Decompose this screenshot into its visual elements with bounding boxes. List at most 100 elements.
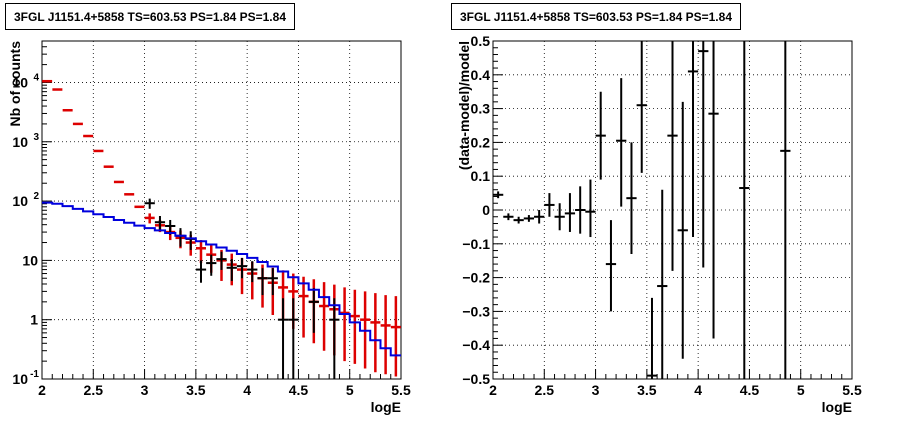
data-point [523,215,535,222]
data-point [698,41,709,268]
data-point [370,293,381,373]
data-point [780,41,791,379]
data-point [493,191,504,199]
data-point [319,282,330,351]
series-1 [144,198,340,379]
y-tick-label: 10 [12,134,28,150]
data-point [739,41,750,379]
data-point [503,213,514,221]
data-point [534,210,545,224]
data-point [677,101,688,359]
data-point [554,203,565,231]
x-tick-label: 3.5 [637,382,657,398]
x-tick-label: 4.5 [289,382,309,398]
counts-plot [41,40,402,380]
left-panel-title: 3FGL J1151.4+5858 TS=603.53 PS=1.84 PS=1… [5,3,295,30]
x-axis-title: logE [822,399,852,415]
y-tick-label: 0.1 [471,168,491,184]
data-point [308,288,319,333]
data-point [616,78,627,207]
data-point [646,297,658,379]
y-axis-title: (data-model)/model [456,41,472,170]
data-point [277,298,289,379]
right-panel-title: 3FGL J1151.4+5858 TS=603.53 PS=1.84 PS=1… [451,3,741,30]
data-point [288,298,299,379]
data-point [195,260,207,283]
x-tick-label: 2 [38,382,46,398]
x-tick-label: 4.5 [740,382,760,398]
x-tick-label: 2.5 [535,382,555,398]
y-tick-label: 10 [12,371,28,387]
x-tick-label: 3 [141,382,149,398]
data-point [144,213,155,224]
y-tick-label: −0.1 [462,236,490,252]
x-tick-label: 2 [489,382,497,398]
x-tick-label: 4 [243,382,251,398]
data-point [216,251,227,270]
y-tick-label: −0.2 [462,270,490,286]
y-tick-label: 10 [12,193,28,209]
data-point [626,142,637,254]
data-point [380,295,391,375]
data-point [667,41,678,271]
data-point [206,254,217,276]
data-point [298,276,309,338]
y-tick-exponent: 3 [33,132,39,143]
data-point [339,287,350,362]
y-tick-exponent: 2 [33,191,39,202]
y-tick-label: 0 [482,202,490,218]
y-tick-label: 0.3 [471,101,491,117]
x-tick-label: 3.5 [186,382,206,398]
data-point [144,198,155,209]
model-step-line [42,201,401,357]
data-point [195,240,206,264]
x-tick-label: 4 [694,382,702,398]
data-point [154,216,166,231]
data-point [564,193,576,232]
data-point [575,186,586,234]
plot-frame [41,40,402,380]
data-point [708,41,719,339]
data-point [513,216,524,224]
y-tick-label: 0.2 [471,134,491,150]
residuals-plot [492,40,853,380]
data-point [247,261,258,283]
y-tick-label: −0.4 [462,337,490,353]
y-tick-label: −0.3 [462,303,490,319]
data-point [657,189,668,379]
data-point [605,220,617,312]
y-tick-label: 10 [22,252,38,268]
series-0 [42,79,401,377]
data-point [257,268,268,296]
data-point [544,193,555,217]
y-tick-label: 0.4 [471,67,491,83]
y-tick-exponent: 4 [33,72,39,83]
x-tick-label: 2.5 [84,382,104,398]
x-axis-title: logE [371,399,401,415]
y-tick-label: 1 [30,312,38,328]
series-0 [493,41,791,379]
y-tick-exponent: -1 [30,369,39,380]
data-point [226,259,237,281]
x-tick-label: 5 [797,382,805,398]
data-point [349,289,360,364]
x-tick-label: 5 [346,382,354,398]
y-tick-label: −0.5 [462,371,490,387]
data-point [267,268,278,296]
data-point [636,41,647,173]
series-2 [42,201,401,357]
x-tick-label: 5.5 [391,382,411,398]
data-point [185,231,196,250]
data-point [236,257,248,279]
data-point [329,298,340,379]
y-axis-title: Nb of counts [7,41,23,127]
y-tick-label: 0.5 [471,33,491,49]
data-point [687,41,699,238]
data-point [595,91,606,180]
x-tick-label: 5.5 [842,382,862,398]
data-point [585,179,596,238]
x-tick-label: 3 [592,382,600,398]
y-tick-label: 10 [12,74,28,90]
data-point [390,296,401,377]
